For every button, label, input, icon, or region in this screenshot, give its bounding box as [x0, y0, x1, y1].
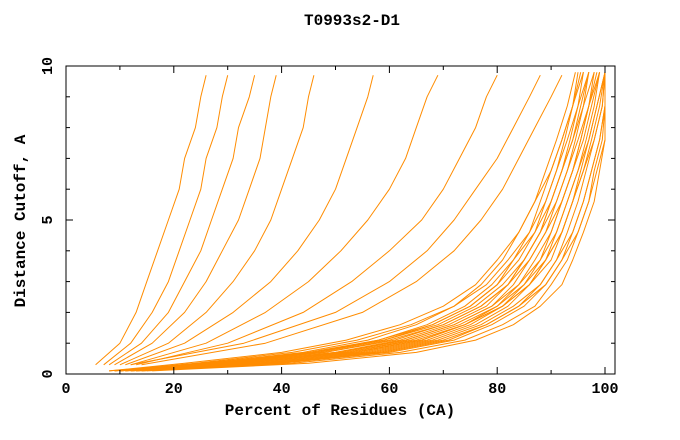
model-curve — [130, 72, 606, 372]
model-curve — [130, 74, 541, 366]
x-tick-label: 40 — [273, 381, 291, 398]
model-curve — [152, 72, 606, 372]
x-tick-label: 80 — [488, 381, 506, 398]
model-curve — [141, 74, 563, 366]
model-curve — [130, 72, 598, 372]
model-curve — [114, 72, 576, 372]
model-curve — [146, 72, 606, 372]
plot-border — [65, 65, 616, 375]
y-axis-title: Distance Cutoff, A — [12, 134, 30, 308]
model-curve — [103, 75, 229, 366]
x-axis-title: Percent of Residues (CA) — [224, 402, 456, 420]
y-tick-label: 0 — [40, 369, 57, 378]
model-curve — [95, 75, 207, 366]
model-curve — [114, 72, 590, 372]
model-curve — [109, 72, 579, 372]
model-curve — [125, 72, 601, 372]
model-curve — [119, 72, 601, 372]
model-curve — [108, 75, 256, 366]
chart-title: T0993s2-D1 — [303, 12, 400, 30]
model-curve — [141, 72, 606, 372]
model-curve — [114, 72, 584, 372]
model-curve — [114, 75, 277, 366]
x-tick-label: 100 — [591, 381, 618, 398]
model-curve — [130, 72, 601, 372]
model-curve — [109, 72, 584, 372]
y-tick-label: 5 — [40, 215, 57, 224]
model-curve — [119, 72, 595, 372]
model-curve — [119, 75, 315, 366]
model-curve — [136, 72, 606, 372]
x-tick-label: 60 — [380, 381, 398, 398]
model-curve — [130, 74, 439, 366]
model-curve — [130, 72, 606, 372]
model-curve — [141, 72, 606, 372]
x-tick-label: 0 — [61, 381, 70, 398]
y-tick-label: 10 — [40, 57, 57, 75]
model-curve — [135, 74, 498, 366]
model-curve — [125, 75, 374, 366]
x-tick-label: 20 — [165, 381, 183, 398]
